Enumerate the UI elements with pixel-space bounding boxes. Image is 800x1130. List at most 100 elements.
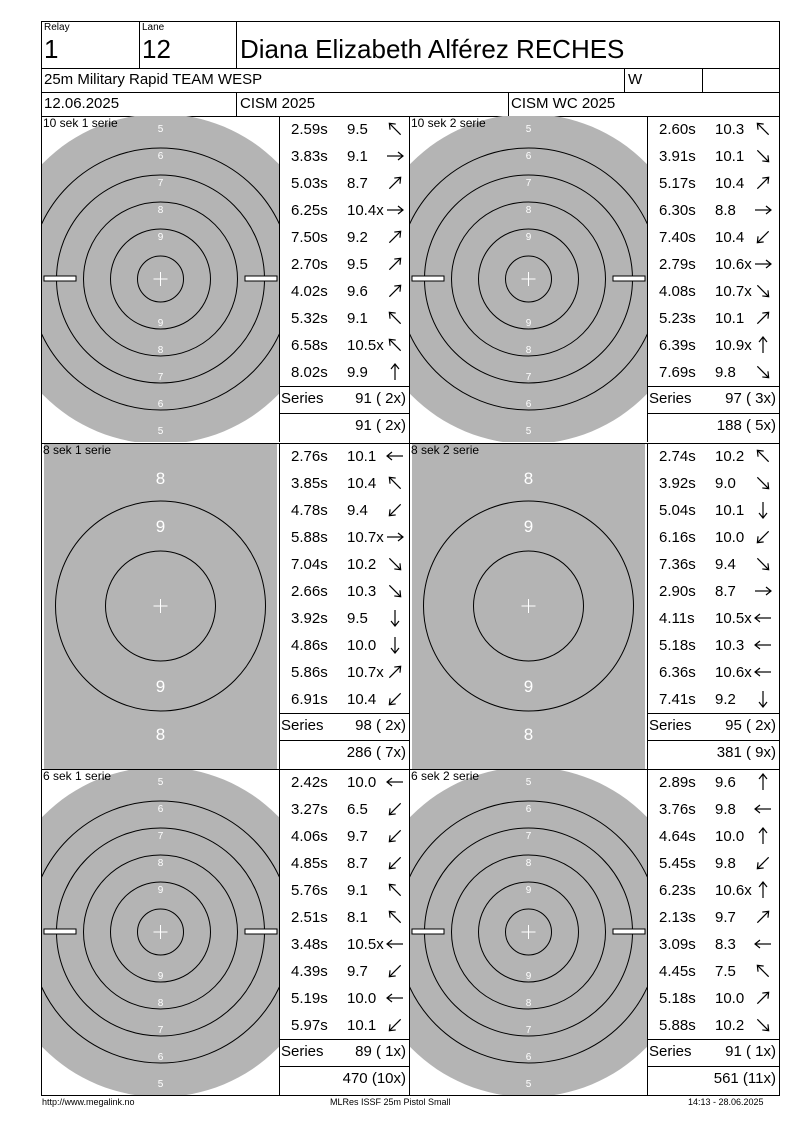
shot-row: 4.02s 9.6 — [279, 278, 409, 305]
shot-row: 6.39s 10.9x — [647, 332, 779, 359]
shot-row: 4.11s 10.5x — [647, 605, 779, 632]
shot-row: 6.16s 10.0 — [647, 524, 779, 551]
shot-row: 3.09s 8.3 — [647, 931, 779, 958]
shot-time: 4.02s — [291, 283, 328, 300]
direction-arrow-icon — [388, 503, 402, 517]
direction-arrow-icon — [387, 151, 404, 161]
shot-time: 4.78s — [291, 502, 328, 519]
shot-time: 5.23s — [659, 310, 696, 327]
shot-row: 6.58s 10.5x — [279, 332, 409, 359]
direction-arrow-icon — [756, 856, 770, 870]
ring-number: 6 — [526, 804, 532, 815]
shot-time: 7.36s — [659, 556, 696, 573]
direction-arrow-icon — [756, 991, 770, 1005]
shot-value: 10.4 — [715, 175, 745, 192]
direction-arrow-icon — [388, 584, 402, 598]
shot-row: 2.42s 10.0 — [279, 769, 409, 796]
shot-row: 6.36s 10.6x — [647, 659, 779, 686]
ring-number: 8 — [526, 858, 532, 869]
ring-number: 7 — [526, 372, 532, 383]
ring-number: 9 — [158, 971, 164, 982]
ring-number: 5 — [158, 124, 164, 135]
shot-value: 9.8 — [715, 855, 736, 872]
shot-time: 6.58s — [291, 337, 328, 354]
shot-value: 8.3 — [715, 936, 736, 953]
ring-number: 7 — [526, 831, 532, 842]
ring-number: 7 — [158, 372, 164, 383]
shot-value: 9.5 — [347, 610, 368, 627]
running-total: 561 (11x) — [713, 1070, 776, 1087]
direction-arrow-icon — [754, 939, 771, 949]
direction-arrow-icon — [758, 336, 768, 353]
ring-number: 9 — [526, 318, 532, 329]
shot-value: 10.6x — [715, 256, 752, 273]
ring-number: 8 — [526, 345, 532, 356]
shot-value: 10.0 — [347, 637, 377, 654]
ring-number: 8 — [158, 205, 164, 216]
shot-value: 9.1 — [347, 310, 368, 327]
ring-number: 5 — [158, 426, 164, 437]
ring-number: 8 — [158, 858, 164, 869]
shot-row: 3.91s 10.1 — [647, 143, 779, 170]
shot-time: 7.41s — [659, 691, 696, 708]
direction-arrow-icon — [388, 230, 402, 244]
running-total: 381 ( 9x) — [716, 744, 776, 761]
shot-row: 4.86s 10.0 — [279, 632, 409, 659]
shot-row: 7.50s 9.2 — [279, 224, 409, 251]
direction-arrow-icon — [388, 692, 402, 706]
shot-value: 9.5 — [347, 121, 368, 138]
shot-value: 10.2 — [715, 448, 745, 465]
shot-value: 10.7x — [347, 529, 384, 546]
shot-row: 3.85s 10.4 — [279, 470, 409, 497]
shot-value: 10.7x — [347, 664, 384, 681]
shot-time: 4.39s — [291, 963, 328, 980]
target-face: 8 8 9 9 — [44, 443, 277, 769]
direction-arrow-icon — [388, 665, 402, 679]
shot-time: 6.36s — [659, 664, 696, 681]
shot-value: 9.4 — [347, 502, 368, 519]
direction-arrow-icon — [754, 613, 771, 623]
ring-number: 9 — [156, 517, 165, 536]
shot-value: 10.4 — [715, 229, 745, 246]
shot-time: 5.19s — [291, 990, 328, 1007]
shot-value: 9.5 — [347, 256, 368, 273]
ring-number: 6 — [158, 804, 164, 815]
shot-row: 2.74s 10.2 — [647, 443, 779, 470]
shooter-name: Diana Elizabeth Alférez RECHES — [240, 34, 625, 64]
shot-time: 4.08s — [659, 283, 696, 300]
shot-row: 5.04s 10.1 — [647, 497, 779, 524]
direction-arrow-icon — [756, 284, 770, 298]
direction-arrow-icon — [388, 856, 402, 870]
shot-value: 10.9x — [715, 337, 752, 354]
shot-value: 10.1 — [715, 310, 745, 327]
shot-row: 4.85s 8.7 — [279, 850, 409, 877]
shot-time: 5.18s — [659, 990, 696, 1007]
shot-row: 5.19s 10.0 — [279, 985, 409, 1012]
competition-short: CISM 2025 — [240, 95, 316, 112]
shot-value: 10.4 — [347, 691, 377, 708]
shot-value: 9.7 — [347, 963, 368, 980]
shot-value: 9.0 — [715, 475, 736, 492]
shot-row: 2.51s 8.1 — [279, 904, 409, 931]
shot-row: 6.23s 10.6x — [647, 877, 779, 904]
shot-value: 10.1 — [715, 148, 745, 165]
shot-row: 4.64s 10.0 — [647, 823, 779, 850]
ring-number: 6 — [158, 151, 164, 162]
shot-time: 4.64s — [659, 828, 696, 845]
direction-arrow-icon — [756, 176, 770, 190]
competition-full: CISM WC 2025 — [511, 95, 616, 112]
shot-row: 7.69s 9.8 — [647, 359, 779, 386]
shot-time: 5.32s — [291, 310, 328, 327]
direction-arrow-icon — [388, 883, 402, 897]
shot-value: 10.3 — [715, 637, 745, 654]
shot-row: 5.18s 10.0 — [647, 985, 779, 1012]
shot-time: 4.85s — [291, 855, 328, 872]
shot-value: 10.5x — [347, 936, 384, 953]
direction-arrow-icon — [754, 804, 771, 814]
series-label: Series — [281, 1043, 324, 1060]
shot-time: 5.18s — [659, 637, 696, 654]
shot-time: 3.76s — [659, 801, 696, 818]
shot-value: 10.1 — [347, 1017, 377, 1034]
shot-time: 7.04s — [291, 556, 328, 573]
shot-time: 6.91s — [291, 691, 328, 708]
